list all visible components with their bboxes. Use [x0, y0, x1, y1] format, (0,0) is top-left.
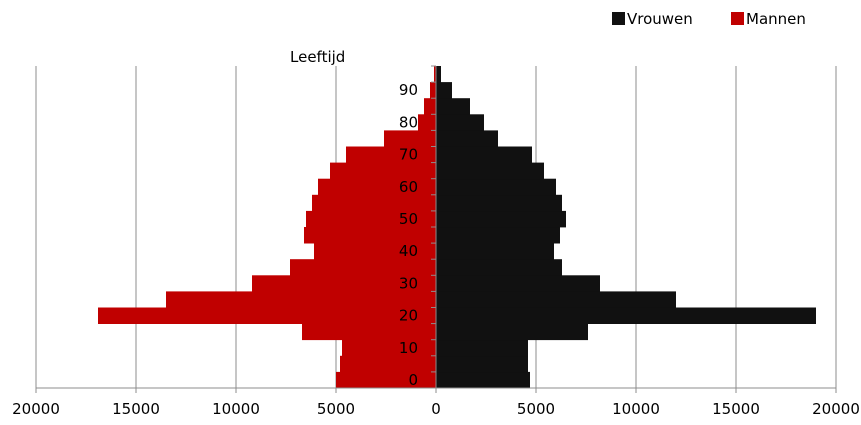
- x-tick-label-1: 15000: [112, 400, 160, 418]
- bar-vrouwen-0: [436, 371, 530, 389]
- bar-vrouwen-55: [436, 194, 562, 212]
- bar-vrouwen-90: [436, 82, 452, 99]
- y-tick-label-1: 10: [399, 339, 418, 357]
- bar-vrouwen-60: [436, 178, 556, 196]
- x-tick-label-5: 5000: [517, 400, 555, 418]
- bar-vrouwen-40: [436, 243, 554, 260]
- bar-mannen-70: [346, 146, 436, 163]
- legend-swatch-vrouwen: [612, 12, 625, 25]
- y-tick-label-2: 20: [399, 307, 418, 325]
- bar-mannen-90: [430, 82, 436, 99]
- x-tick-label-6: 10000: [612, 400, 660, 418]
- bars: [98, 66, 816, 389]
- x-tick-label-7: 15000: [712, 400, 760, 418]
- bar-vrouwen-70: [436, 146, 532, 163]
- bar-mannen-55: [312, 194, 436, 212]
- bar-vrouwen-65: [436, 162, 544, 180]
- bar-mannen-30: [252, 275, 436, 292]
- y-tick-label-6: 60: [399, 178, 418, 196]
- y-tick-label-5: 50: [399, 210, 418, 228]
- bar-mannen-15: [302, 323, 436, 341]
- x-tick-label-4: 0: [431, 400, 441, 418]
- bar-vrouwen-15: [436, 323, 588, 341]
- bar-mannen-75: [384, 130, 436, 147]
- bar-mannen-60: [318, 178, 436, 196]
- bar-mannen-85: [424, 98, 436, 115]
- legend-label-vrouwen: Vrouwen: [627, 10, 693, 28]
- x-axis: 20000 15000 10000 5000 0 5000 10000 15000 20000: [12, 387, 860, 418]
- bar-mannen-35: [290, 259, 436, 276]
- bar-mannen-5: [340, 355, 436, 373]
- y-tick-label-3: 30: [399, 274, 418, 292]
- x-tick-label-8: 20000: [812, 400, 860, 418]
- bar-vrouwen-75: [436, 130, 498, 147]
- bar-mannen-40: [314, 243, 436, 260]
- x-tick-label-0: 20000: [12, 400, 60, 418]
- legend-swatch-mannen: [731, 12, 744, 25]
- bar-mannen-20: [98, 307, 436, 324]
- bar-vrouwen-45: [436, 227, 560, 244]
- y-axis-title: Leeftijd: [290, 48, 345, 66]
- legend: Vrouwen Mannen: [612, 10, 806, 28]
- y-tick-label-9: 90: [399, 81, 418, 99]
- bar-vrouwen-25: [436, 291, 676, 308]
- bar-vrouwen-95: [436, 66, 441, 83]
- bar-mannen-80: [418, 114, 436, 131]
- bar-mannen-95: [434, 66, 436, 83]
- y-tick-label-8: 80: [399, 113, 418, 131]
- bar-mannen-45: [304, 227, 436, 244]
- bar-mannen-50: [306, 210, 436, 228]
- bar-mannen-0: [336, 371, 436, 389]
- bar-vrouwen-85: [436, 98, 470, 115]
- bar-mannen-65: [330, 162, 436, 180]
- y-tick-label-7: 70: [399, 146, 418, 164]
- y-axis: 0 10 20 30 40 50 60 70 80 90: [399, 65, 437, 389]
- bar-vrouwen-10: [436, 339, 528, 357]
- bar-vrouwen-35: [436, 259, 562, 276]
- y-tick-label-4: 40: [399, 242, 418, 260]
- bar-vrouwen-80: [436, 114, 484, 131]
- y-tick-label-0: 0: [408, 371, 418, 389]
- bar-vrouwen-5: [436, 355, 528, 373]
- bar-mannen-10: [342, 339, 436, 357]
- bar-vrouwen-20: [436, 307, 816, 324]
- x-tick-label-2: 10000: [212, 400, 260, 418]
- bar-mannen-25: [166, 291, 436, 308]
- bar-vrouwen-50: [436, 210, 566, 228]
- x-tick-label-3: 5000: [317, 400, 355, 418]
- bar-vrouwen-30: [436, 275, 600, 292]
- legend-label-mannen: Mannen: [746, 10, 806, 28]
